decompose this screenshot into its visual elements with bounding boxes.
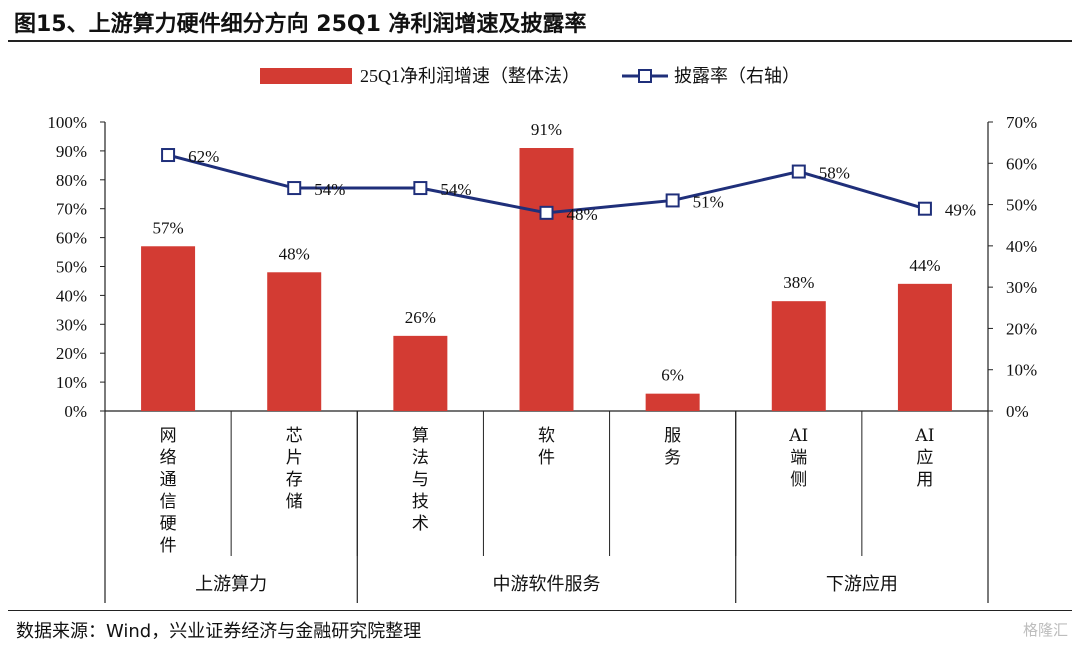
line-data-label: 51% <box>693 192 724 211</box>
y-left-tick-label: 80% <box>56 171 87 190</box>
bar <box>771 301 826 411</box>
footer-rule <box>8 610 1072 611</box>
line-data-label: 54% <box>440 180 471 199</box>
y-right-tick-label: 50% <box>1006 196 1037 215</box>
y-left-tick-label: 50% <box>56 258 87 277</box>
y-left-tick-label: 100% <box>47 113 87 132</box>
bar <box>645 393 700 411</box>
line-marker <box>539 205 554 220</box>
legend-bar-swatch <box>260 68 352 84</box>
category-label: AI 应用 <box>914 426 934 490</box>
category-label: 网络通信硬件 <box>160 426 177 556</box>
group-label: 下游应用 <box>826 574 898 595</box>
line-marker <box>665 193 680 208</box>
y-left-tick-label: 30% <box>56 315 87 334</box>
y-left-tick-label: 0% <box>64 402 87 421</box>
category-label: AI 端侧 <box>788 426 808 490</box>
group-label: 上游算力 <box>195 574 267 595</box>
line-marker <box>161 148 176 163</box>
y-right-tick-label: 20% <box>1006 319 1037 338</box>
bar-data-label: 38% <box>783 273 814 292</box>
group-label: 中游软件服务 <box>493 574 601 595</box>
y-right-tick-label: 10% <box>1006 361 1037 380</box>
line-data-label: 54% <box>314 180 345 199</box>
category-label: 算法与技术 <box>412 426 429 534</box>
y-right-tick-label: 70% <box>1006 113 1037 132</box>
y-right-tick-label: 60% <box>1006 154 1037 173</box>
title-rule <box>8 40 1072 42</box>
line-marker <box>413 181 428 196</box>
bar-data-label: 91% <box>531 120 562 139</box>
y-left-tick-label: 60% <box>56 229 87 248</box>
line-data-label: 62% <box>188 147 219 166</box>
chart-svg: 25Q1净利润增速（整体法） 披露率（右轴） 0% 10% 20% 30% 40% 50%… <box>47 66 1037 603</box>
line-marker <box>287 181 302 196</box>
watermark: 格隆汇 <box>1022 621 1068 639</box>
legend-line-marker <box>638 69 652 83</box>
y-left-tick-label: 70% <box>56 200 87 219</box>
legend: 25Q1净利润增速（整体法） 披露率（右轴） <box>260 66 800 86</box>
line-data-label: 58% <box>819 164 850 183</box>
line-marker <box>917 201 932 216</box>
bar-data-label: 48% <box>279 244 310 263</box>
bar-data-label: 26% <box>405 308 436 327</box>
category-label: 软件 <box>538 426 555 468</box>
bar-data-label: 44% <box>909 256 940 275</box>
bar <box>519 148 574 411</box>
y-left-tick-label: 40% <box>56 286 87 305</box>
bar <box>897 283 952 411</box>
category-label: 芯片存储 <box>286 426 303 512</box>
y-left-tick-label: 90% <box>56 142 87 161</box>
bar <box>393 335 448 411</box>
y-right-tick-label: 0% <box>1006 402 1029 421</box>
line-marker <box>791 164 806 179</box>
legend-line-label: 披露率（右轴） <box>674 66 800 86</box>
y-left-tick-label: 20% <box>56 344 87 363</box>
y-right-tick-label: 40% <box>1006 237 1037 256</box>
bar-data-label: 6% <box>661 366 684 385</box>
bar-data-label: 57% <box>152 218 183 237</box>
line-data-label: 49% <box>945 201 976 220</box>
source-note: 数据来源：Wind，兴业证券经济与金融研究院整理 <box>16 621 422 642</box>
bar <box>267 272 322 411</box>
bar <box>141 246 196 411</box>
axes: 0% 10% 20% 30% 40% 50% 60% 70% 80% 90% 100% 0% 10% 20… <box>47 113 1037 421</box>
figure-title: 图15、上游算力硬件细分方向 25Q1 净利润增速及披露率 <box>14 12 587 37</box>
legend-bar-label: 25Q1净利润增速（整体法） <box>360 66 580 86</box>
category-label: 服务 <box>664 426 681 468</box>
y-left-tick-label: 10% <box>56 373 87 392</box>
line-series: 62% 54% 54% 48% 51% 58% 49% <box>161 147 976 224</box>
y-right-tick-label: 30% <box>1006 278 1037 297</box>
line-data-label: 48% <box>567 205 598 224</box>
bar-series: 57% 48% 26% 91% 6% 38% 44% <box>141 120 952 411</box>
